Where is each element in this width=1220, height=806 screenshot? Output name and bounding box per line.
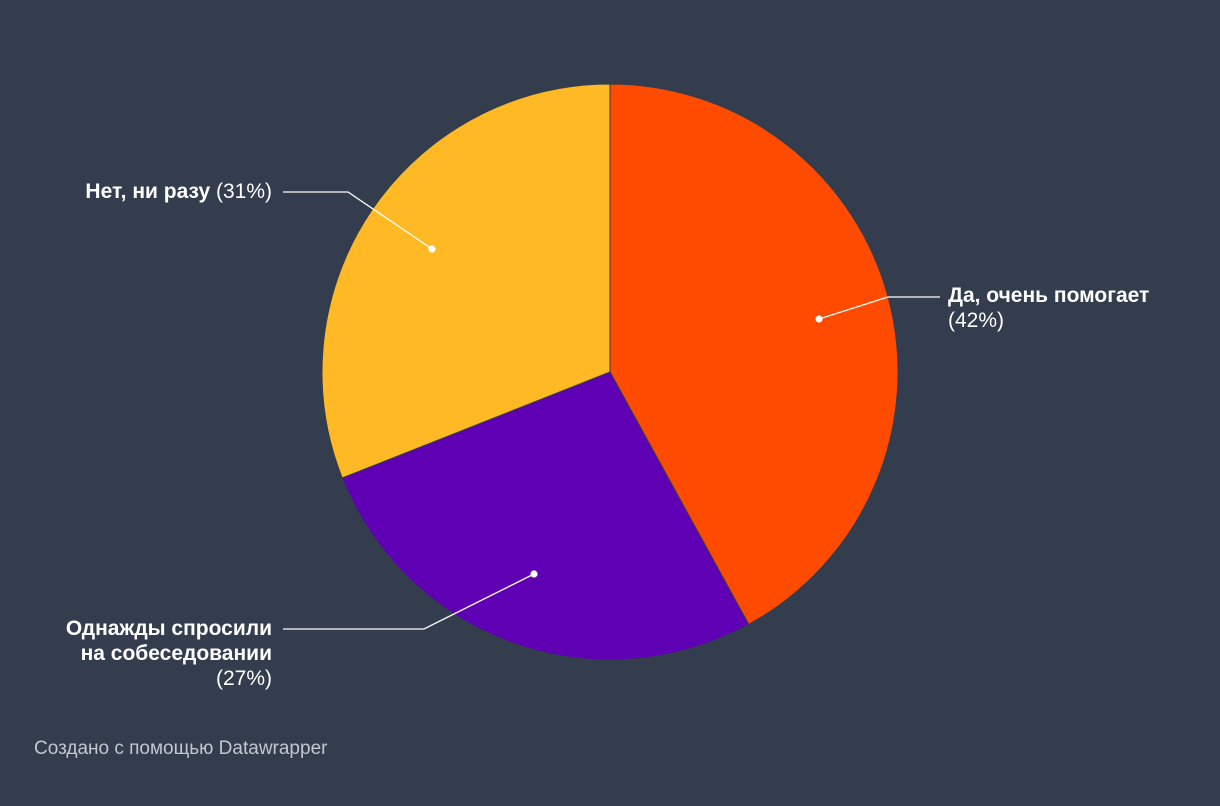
slice-label-value-1: (27%) <box>216 667 272 690</box>
leader-line-2 <box>283 191 433 250</box>
slice-label-name-0-0: Да, очень помогает <box>948 284 1149 307</box>
slice-label-0: Да, очень помогает (42%) <box>948 284 1149 332</box>
slice-label-name-2-0: Нет, ни разу <box>85 180 210 203</box>
pie-slices <box>321 83 899 661</box>
pie-slice-0 <box>609 83 899 626</box>
leader-line-1 <box>283 573 535 630</box>
leader-lines <box>283 191 940 630</box>
slice-label-name-1-0: Однажды спросили <box>66 617 272 640</box>
leader-line-0 <box>818 296 940 320</box>
slice-label-value-0: (42%) <box>948 309 1004 332</box>
slice-label-2: Нет, ни разу (31%) <box>85 180 272 203</box>
pie-slice-2 <box>321 83 611 479</box>
leader-dot-1 <box>530 570 538 578</box>
slice-label-1: Однажды спросили на собеседовании (27%) <box>66 617 272 690</box>
leader-dot-0 <box>815 315 823 323</box>
slice-label-value-2: (31%) <box>210 180 272 203</box>
leader-dot-2 <box>428 245 436 253</box>
slice-labels: Да, очень помогает (42%) Однажды спросили н… <box>66 180 1149 690</box>
footer-credit: Создано с помощью Datawrapper <box>34 738 328 759</box>
slice-label-name-1-1: на собеседовании <box>81 642 272 665</box>
pie-slice-1 <box>341 371 750 661</box>
